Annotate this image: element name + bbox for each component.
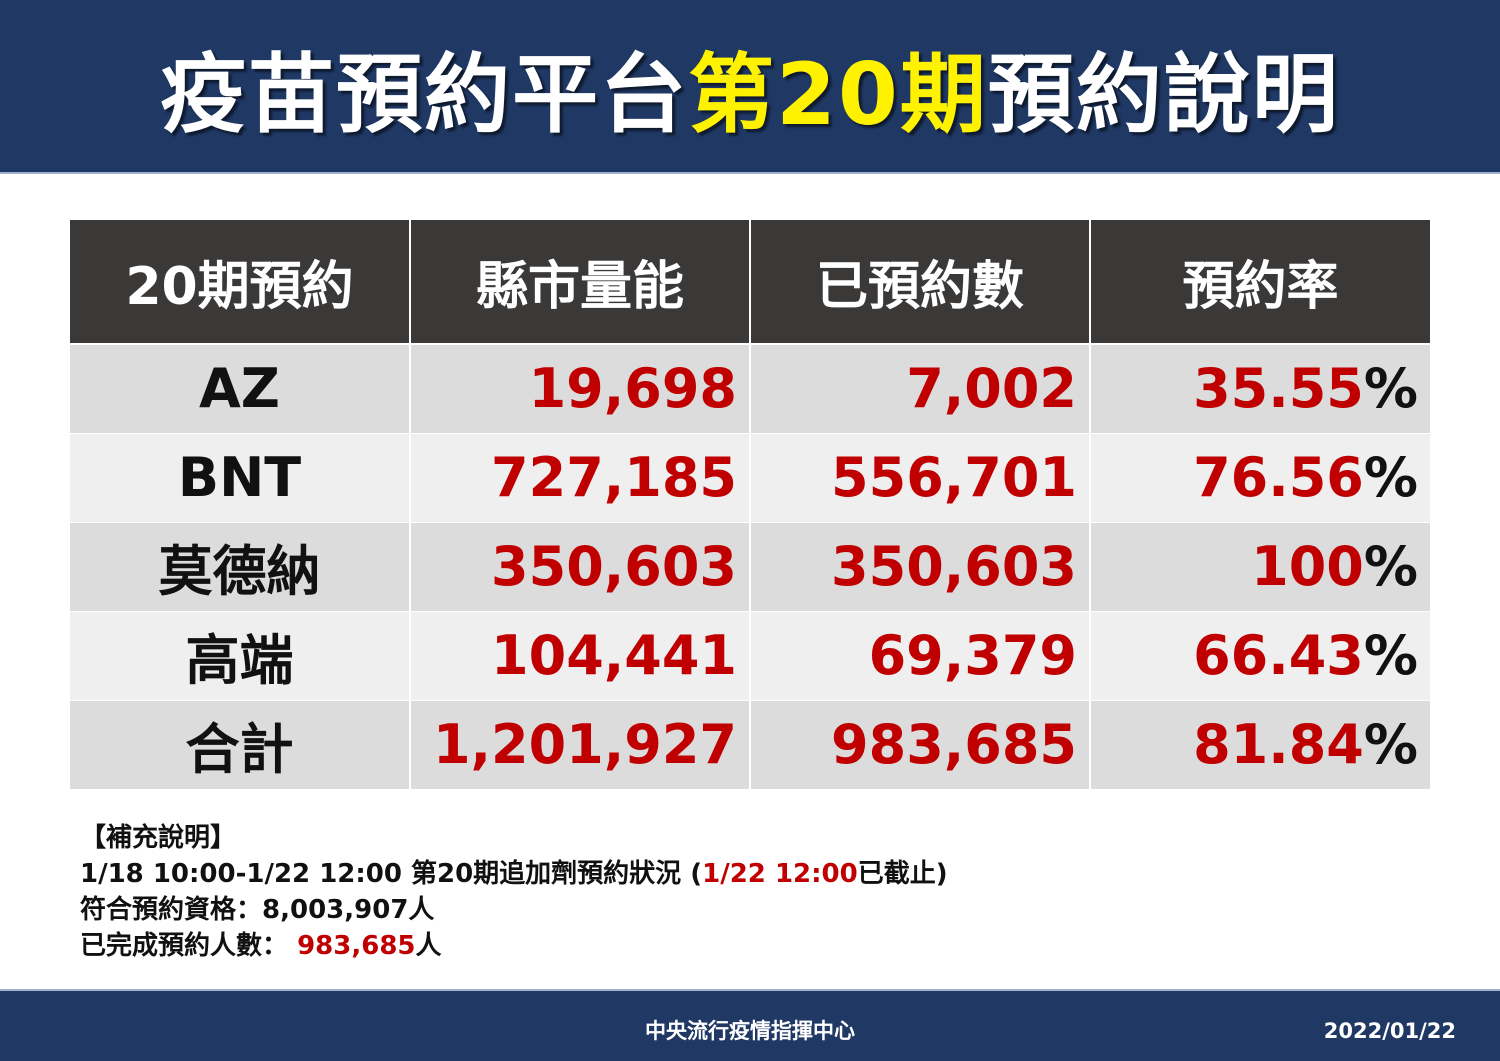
footer-bar: 中央流行疫情指揮中心 2022/01/22 (0, 989, 1500, 1061)
column-header: 已預約數 (749, 220, 1090, 345)
vaccine-label: 合計 (70, 700, 410, 790)
booked-cell: 556,701 (749, 433, 1090, 523)
table-row-total: 合計 1,201,927 983,685 81.84% (70, 700, 1430, 790)
rate-cell: 35.55% (1089, 344, 1430, 434)
notes-heading: 【補充說明】 (80, 823, 237, 853)
capacity-cell: 104,441 (409, 611, 750, 701)
table-row: 高端 104,441 69,379 66.43% (70, 611, 1430, 701)
booked-cell: 7,002 (749, 344, 1090, 434)
booked-cell: 69,379 (749, 611, 1090, 701)
title-part1: 疫苗預約平台 (160, 44, 689, 145)
booking-table: 20期預約 縣市量能 已預約數 預約率 AZ 19,698 7,002 35.5… (70, 220, 1430, 790)
eligible-label: 符合預約資格： (80, 895, 263, 925)
rate-value: 35.55 (1193, 357, 1364, 421)
rate-cell: 100% (1089, 522, 1430, 612)
rate-value: 81.84 (1193, 713, 1364, 776)
table-row: BNT 727,185 556,701 76.56% (70, 433, 1430, 523)
vaccine-label: 高端 (70, 611, 410, 701)
percent-sign: % (1363, 535, 1418, 598)
notes-completed-line: 已完成預約人數： 983,685人 (80, 928, 948, 964)
rate-cell: 76.56% (1089, 433, 1430, 523)
period-suffix: 已截止) (857, 859, 948, 889)
rate-cell: 81.84% (1089, 700, 1430, 790)
rate-value: 66.43 (1193, 624, 1364, 687)
period-cutoff: 1/22 12:00 (702, 859, 858, 889)
table-header-row: 20期預約 縣市量能 已預約數 預約率 (70, 220, 1430, 345)
title-part2: 預約說明 (987, 44, 1340, 145)
percent-sign: % (1363, 446, 1418, 509)
title-highlight: 第20期 (688, 44, 988, 145)
rate-value: 100 (1251, 535, 1364, 598)
percent-sign: % (1363, 357, 1418, 421)
column-header: 縣市量能 (409, 220, 750, 345)
table-row: AZ 19,698 7,002 35.55% (70, 344, 1430, 434)
notes-period-line: 1/18 10:00-1/22 12:00 第20期追加劑預約狀況 (1/22 … (80, 856, 948, 892)
rate-value: 76.56 (1193, 446, 1364, 509)
vaccine-label: AZ (70, 344, 410, 434)
column-header: 20期預約 (70, 220, 410, 345)
completed-value: 983,685 (297, 931, 416, 961)
capacity-cell: 19,698 (409, 344, 750, 434)
notes-eligible-line: 符合預約資格：8,003,907人 (80, 892, 948, 928)
vaccine-label: BNT (70, 433, 410, 523)
completed-unit: 人 (415, 931, 442, 961)
header-banner: 疫苗預約平台第20期預約說明 (0, 0, 1500, 174)
footer-date: 2022/01/22 (1323, 1019, 1456, 1043)
percent-sign: % (1363, 624, 1418, 687)
vaccine-label: 莫德納 (70, 522, 410, 612)
page-title: 疫苗預約平台第20期預約說明 (160, 24, 1340, 149)
table-row: 莫德納 350,603 350,603 100% (70, 522, 1430, 612)
completed-label: 已完成預約人數： (80, 931, 289, 961)
supplementary-notes: 【補充說明】 1/18 10:00-1/22 12:00 第20期追加劑預約狀況… (80, 820, 948, 964)
capacity-cell: 1,201,927 (409, 700, 750, 790)
capacity-cell: 727,185 (409, 433, 750, 523)
footer-organization: 中央流行疫情指揮中心 (645, 1019, 855, 1043)
booked-cell: 350,603 (749, 522, 1090, 612)
eligible-value: 8,003,907人 (262, 895, 435, 925)
period-text: 1/18 10:00-1/22 12:00 第20期追加劑預約狀況 ( (80, 859, 703, 889)
capacity-cell: 350,603 (409, 522, 750, 612)
rate-cell: 66.43% (1089, 611, 1430, 701)
booked-cell: 983,685 (749, 700, 1090, 790)
column-header: 預約率 (1089, 220, 1430, 345)
percent-sign: % (1363, 713, 1418, 776)
